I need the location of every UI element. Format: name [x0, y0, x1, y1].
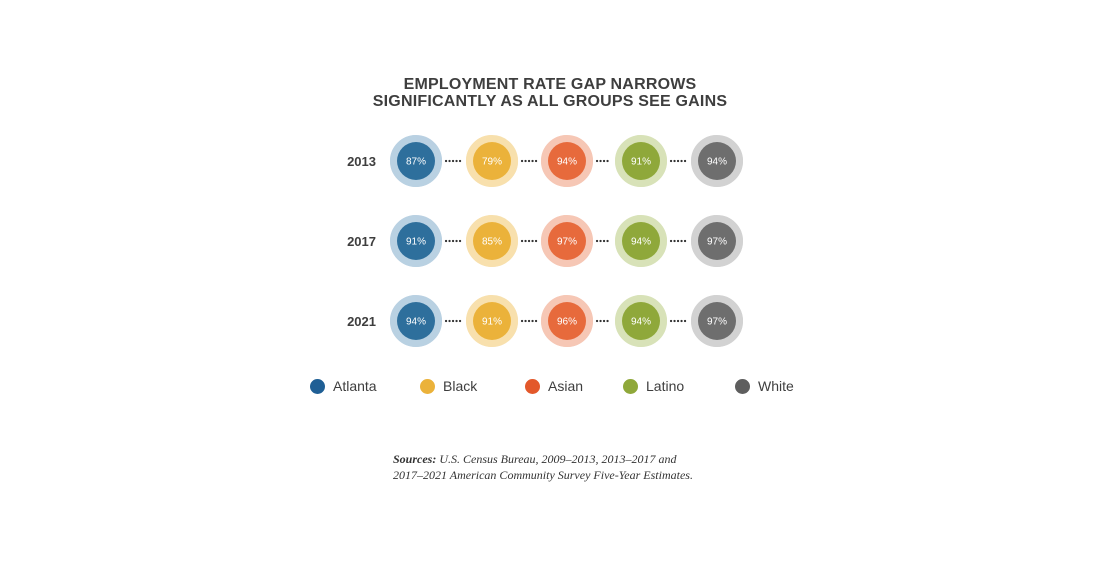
- sources-label: Sources:: [393, 452, 437, 466]
- legend-label-black: Black: [443, 378, 478, 394]
- ring-arc-black-2021: [466, 295, 518, 347]
- sources-note: Sources: U.S. Census Bureau, 2009–2013, …: [393, 451, 813, 483]
- value-label-asian-2013: 94%: [557, 157, 577, 168]
- legend-label-white: White: [758, 378, 794, 394]
- legend-label-atlanta: Atlanta: [333, 378, 377, 394]
- ring-arc-latino-2013: [615, 135, 667, 187]
- ring-center-latino-2021: [622, 302, 660, 340]
- legend-item-black: Black: [420, 378, 477, 394]
- legend-dot-atlanta: [310, 378, 325, 394]
- chart-title-line-1: EMPLOYMENT RATE GAP NARROWS: [403, 76, 697, 93]
- year-label-2021: 2021: [347, 314, 376, 329]
- ring-center-black-2021: [473, 302, 511, 340]
- year-label-2017: 2017: [347, 234, 376, 249]
- chart-title-line-2: SIGNIFICANTLY AS ALL GROUPS SEE GAINS: [372, 93, 728, 110]
- value-label-latino-2017: 94%: [631, 237, 651, 248]
- ring-arc-asian-2017: [541, 215, 593, 267]
- chart-title: EMPLOYMENT RATE GAP NARROWS SIGNIFICANTL…: [0, 76, 1100, 110]
- value-label-white-2021: 97%: [707, 317, 727, 328]
- ring-arc-white-2017: [691, 215, 743, 267]
- ring-center-white-2021: [698, 302, 736, 340]
- value-label-asian-2021: 96%: [557, 317, 577, 328]
- ring-center-asian-2017: [548, 222, 586, 260]
- ring-center-white-2017: [698, 222, 736, 260]
- legend-item-latino: Latino: [623, 378, 684, 394]
- ring-center-atlanta-2013: [397, 142, 435, 180]
- legend-label-asian: Asian: [548, 378, 584, 394]
- value-label-atlanta-2013: 87%: [406, 157, 426, 168]
- value-label-atlanta-2021: 94%: [406, 317, 426, 328]
- ring-arc-white-2021: [691, 295, 743, 347]
- value-label-black-2013: 79%: [482, 157, 502, 168]
- legend-dot-black: [420, 378, 435, 394]
- legend-dot-asian: [525, 378, 540, 394]
- ring-arc-latino-2017: [615, 215, 668, 267]
- ring-center-atlanta-2021: [397, 302, 435, 340]
- ring-arc-white-2013: [691, 135, 744, 187]
- ring-center-latino-2013: [622, 142, 660, 180]
- ring-center-black-2017: [473, 222, 511, 260]
- ring-arc-asian-2013: [541, 135, 594, 187]
- ring-center-asian-2021: [548, 302, 586, 340]
- value-label-latino-2021: 94%: [631, 317, 651, 328]
- ring-arc-black-2017: [466, 215, 518, 267]
- legend-dot-white: [735, 378, 750, 394]
- legend-item-white: White: [735, 378, 794, 394]
- ring-center-asian-2013: [548, 142, 586, 180]
- year-label-2013: 2013: [347, 154, 376, 169]
- value-label-atlanta-2017: 91%: [406, 237, 426, 248]
- sources-line-1: U.S. Census Bureau, 2009–2013, 2013–2017…: [436, 452, 677, 466]
- value-label-black-2021: 91%: [482, 317, 502, 328]
- ring-arc-black-2013: [466, 135, 518, 187]
- ring-center-atlanta-2017: [397, 222, 435, 260]
- legend-label-latino: Latino: [646, 378, 685, 394]
- value-label-asian-2017: 97%: [557, 237, 577, 248]
- legend-item-asian: Asian: [525, 378, 583, 394]
- ring-center-white-2013: [698, 142, 736, 180]
- ring-arc-atlanta-2017: [390, 215, 442, 267]
- value-label-white-2017: 97%: [707, 237, 727, 248]
- value-label-latino-2013: 91%: [631, 157, 651, 168]
- ring-arc-asian-2021: [541, 295, 593, 347]
- legend-item-atlanta: Atlanta: [310, 378, 377, 394]
- ring-arc-latino-2021: [615, 295, 668, 347]
- ring-arc-atlanta-2013: [390, 135, 442, 187]
- sources-line-2: 2017–2021 American Community Survey Five…: [393, 468, 693, 482]
- legend-dot-latino: [623, 378, 638, 394]
- ring-arc-atlanta-2021: [390, 295, 443, 347]
- legend: Atlanta Black Asian Latino White: [0, 378, 1100, 398]
- value-label-black-2017: 85%: [482, 237, 502, 248]
- value-label-white-2013: 94%: [707, 157, 727, 168]
- ring-center-latino-2017: [622, 222, 660, 260]
- ring-center-black-2013: [473, 142, 511, 180]
